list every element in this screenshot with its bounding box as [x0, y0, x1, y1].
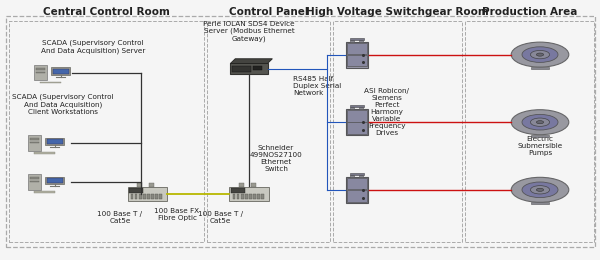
Bar [347, 122, 367, 134]
Bar [347, 55, 367, 66]
Bar [36, 72, 46, 73]
Bar [232, 188, 245, 193]
Bar [137, 183, 142, 187]
Bar [257, 194, 260, 199]
Bar [159, 194, 162, 199]
Bar [45, 177, 64, 184]
Bar [30, 181, 40, 182]
Text: SCADA (Supervisory Control
And Data Acquisition)
Client Workstations: SCADA (Supervisory Control And Data Acqu… [12, 94, 114, 114]
Circle shape [522, 47, 558, 62]
Bar [149, 183, 154, 187]
Bar [350, 107, 353, 109]
Bar [143, 194, 146, 199]
Bar [347, 43, 367, 54]
Bar [30, 177, 40, 179]
Bar [346, 177, 368, 203]
Text: 100 Base T /
Cat5e: 100 Base T / Cat5e [198, 211, 244, 224]
Bar [249, 194, 252, 199]
Bar [47, 139, 62, 144]
Polygon shape [230, 59, 272, 63]
Circle shape [522, 114, 558, 130]
Bar [347, 190, 367, 202]
Circle shape [511, 177, 569, 202]
Bar [139, 194, 142, 199]
Bar [6, 16, 595, 247]
Bar [135, 194, 137, 199]
Bar [233, 194, 235, 199]
Circle shape [511, 110, 569, 135]
Text: 100 Base T /
Cat5e: 100 Base T / Cat5e [97, 211, 143, 224]
Bar [40, 82, 61, 83]
Bar [465, 21, 594, 242]
Bar [128, 187, 167, 201]
Circle shape [522, 182, 558, 198]
Bar [30, 138, 40, 140]
Bar [350, 40, 353, 42]
Bar [47, 178, 62, 183]
Bar [359, 40, 362, 42]
Bar [245, 194, 248, 199]
Bar [155, 194, 158, 199]
Bar [347, 178, 367, 189]
Bar [251, 183, 256, 187]
Bar [207, 21, 330, 242]
Bar [151, 194, 154, 199]
Circle shape [530, 50, 550, 59]
Text: 100 Base FX
Fibre Optic: 100 Base FX Fibre Optic [154, 208, 200, 221]
Bar [229, 187, 269, 201]
Text: ASI Robicon/
Siemens
Perfect
Harmony
Variable
Frequency
Drives: ASI Robicon/ Siemens Perfect Harmony Var… [365, 88, 409, 136]
Bar [239, 183, 244, 187]
Bar [253, 194, 256, 199]
Text: Control Panel: Control Panel [229, 7, 308, 17]
Bar [531, 135, 549, 137]
Bar [531, 67, 549, 69]
Circle shape [530, 186, 550, 194]
Bar [261, 194, 264, 199]
Bar [34, 65, 47, 80]
Bar [350, 105, 364, 107]
Bar [241, 194, 244, 199]
Bar [347, 110, 367, 122]
Bar [346, 109, 368, 135]
Bar [531, 202, 549, 204]
Bar [359, 107, 362, 109]
Text: RS485 Half
Duplex Serial
Network: RS485 Half Duplex Serial Network [293, 76, 341, 96]
Circle shape [536, 188, 544, 191]
Bar [350, 173, 364, 175]
Bar [253, 66, 262, 70]
Bar [232, 66, 251, 72]
Bar [147, 194, 150, 199]
Bar [45, 138, 64, 145]
Bar [130, 188, 143, 193]
Bar [346, 42, 368, 68]
Text: SCADA (Supervisory Control
And Data Acquisition) Server: SCADA (Supervisory Control And Data Acqu… [41, 40, 145, 54]
Circle shape [536, 53, 544, 56]
Circle shape [530, 118, 550, 126]
Bar [230, 63, 268, 74]
Bar [131, 194, 133, 199]
Text: Production Area: Production Area [482, 7, 577, 17]
Circle shape [511, 42, 569, 67]
Bar [359, 175, 362, 177]
Bar [34, 152, 55, 154]
Bar [28, 174, 41, 190]
Text: High Voltage Switchgear Room: High Voltage Switchgear Room [306, 7, 489, 17]
Bar [36, 68, 46, 70]
Bar [51, 67, 70, 75]
Bar [350, 175, 353, 177]
Bar [237, 194, 239, 199]
Bar [333, 21, 462, 242]
Text: Electric
Submersible
Pumps: Electric Submersible Pumps [517, 136, 563, 155]
Bar [9, 21, 204, 242]
Bar [350, 38, 364, 40]
Bar [53, 69, 68, 74]
Bar [30, 142, 40, 143]
Text: Central Control Room: Central Control Room [43, 7, 170, 17]
Bar [34, 191, 55, 193]
Circle shape [536, 121, 544, 124]
Text: Perle IOLAN SDS4 Device
Server (Modbus Ethernet
Gateway): Perle IOLAN SDS4 Device Server (Modbus E… [203, 21, 295, 42]
Text: Schneider
499NOS27100
Ethernet
Switch: Schneider 499NOS27100 Ethernet Switch [250, 145, 302, 172]
Bar [28, 135, 41, 151]
